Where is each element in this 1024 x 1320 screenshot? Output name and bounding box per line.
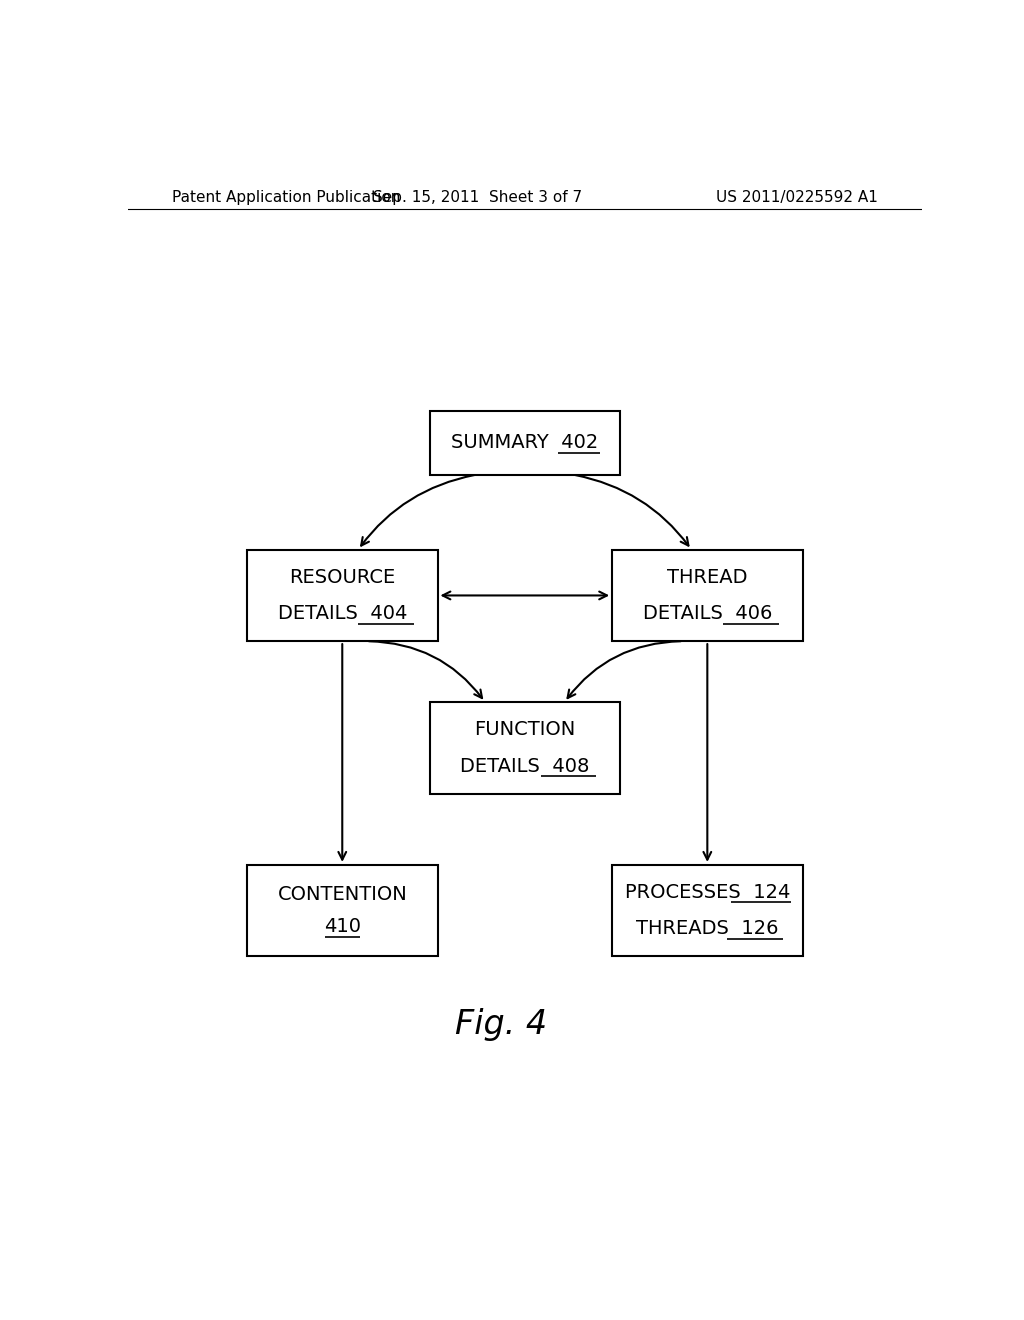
Text: THREAD: THREAD xyxy=(667,568,748,586)
Text: Patent Application Publication: Patent Application Publication xyxy=(172,190,400,205)
Bar xyxy=(612,549,803,642)
Text: US 2011/0225592 A1: US 2011/0225592 A1 xyxy=(716,190,878,205)
Bar xyxy=(430,702,621,793)
FancyArrowPatch shape xyxy=(369,642,482,698)
Text: PROCESSES  124: PROCESSES 124 xyxy=(625,883,790,902)
Text: DETAILS  408: DETAILS 408 xyxy=(460,756,590,776)
Text: RESOURCE: RESOURCE xyxy=(289,568,395,586)
Text: DETAILS  404: DETAILS 404 xyxy=(278,605,407,623)
Text: 410: 410 xyxy=(324,917,360,936)
Text: Fig. 4: Fig. 4 xyxy=(455,1008,547,1041)
Text: Sep. 15, 2011  Sheet 3 of 7: Sep. 15, 2011 Sheet 3 of 7 xyxy=(373,190,582,205)
Bar xyxy=(612,865,803,956)
Text: FUNCTION: FUNCTION xyxy=(474,721,575,739)
FancyArrowPatch shape xyxy=(567,642,681,698)
FancyArrowPatch shape xyxy=(575,475,688,545)
Bar xyxy=(430,412,621,474)
FancyArrowPatch shape xyxy=(442,591,607,599)
FancyArrowPatch shape xyxy=(338,644,346,859)
Text: DETAILS  406: DETAILS 406 xyxy=(643,605,772,623)
Text: THREADS  126: THREADS 126 xyxy=(636,919,778,939)
Bar xyxy=(247,549,437,642)
FancyArrowPatch shape xyxy=(361,475,474,545)
Text: SUMMARY  402: SUMMARY 402 xyxy=(452,433,598,453)
FancyArrowPatch shape xyxy=(703,644,712,859)
Text: CONTENTION: CONTENTION xyxy=(278,884,408,904)
Bar xyxy=(247,865,437,956)
